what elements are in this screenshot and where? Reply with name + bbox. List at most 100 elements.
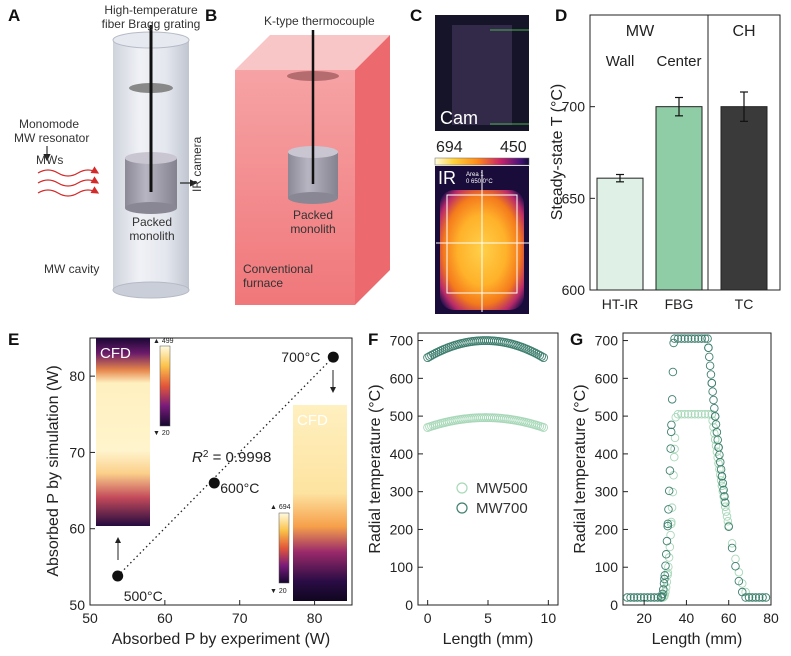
x-tick-label-e: 80	[307, 610, 323, 626]
data-point-e	[208, 477, 220, 489]
data-point-g-mw700	[673, 334, 683, 343]
chart-e: CFD ▲ 499 ▼ 20 CFD ▲ 694 ▼ 20 500°C 600°C 700°C R…	[45, 337, 353, 648]
data-point-g-mw500	[664, 553, 674, 562]
data-point-g-mw700	[700, 334, 710, 343]
y-tick-label-f: 500	[390, 408, 414, 424]
data-point-g-mw700	[677, 334, 686, 343]
data-point-g-mw700	[670, 334, 679, 343]
cfd-label-left: CFD	[100, 345, 131, 362]
data-point-e	[112, 570, 124, 582]
data-point-g-mw500	[718, 487, 728, 496]
data-point-g-mw700	[721, 498, 730, 508]
cavity-bottom	[112, 281, 190, 299]
y-tick-label-f: 400	[390, 446, 414, 462]
data-point-label-e: 500°C	[124, 588, 163, 604]
data-point-g-mw700	[658, 589, 667, 599]
panel-label-e: E	[8, 330, 20, 349]
x-tick-label-d: TC	[735, 296, 754, 312]
data-point-g-mw700	[708, 387, 717, 396]
x-tick-label-f: 5	[484, 610, 492, 626]
panel-label-a: A	[8, 6, 21, 25]
y-axis-label-g: Radial temperature (°C)	[572, 384, 589, 553]
data-point-g-mw700	[663, 519, 673, 529]
data-point-g-mw700	[731, 561, 740, 571]
y-axis-label-d: Steady-state T (°C)	[549, 84, 566, 221]
data-point-g-mw700	[663, 521, 672, 531]
data-point-g-mw700	[706, 370, 716, 379]
data-point-g-mw700	[704, 343, 713, 353]
data-point-g-mw700	[710, 403, 719, 413]
cam-monolith	[452, 25, 512, 125]
x-tick-label-f: 10	[541, 610, 557, 626]
x-tick-label-d: FBG	[665, 296, 694, 312]
monolith-bottom-a	[125, 202, 177, 214]
panel-b-illustration	[235, 30, 390, 305]
panel-c-images	[434, 15, 530, 314]
bar-top-label-wall: Wall	[606, 53, 635, 70]
data-point-g-mw500	[683, 409, 693, 419]
panel-a-illustration	[37, 25, 198, 299]
data-point-e	[327, 351, 339, 363]
data-point-g-mw500	[721, 507, 731, 516]
packed-monolith-label-a: Packed monolith	[129, 215, 175, 243]
y-tick-label-f: 100	[390, 559, 414, 575]
group-label-ch: CH	[732, 23, 755, 40]
data-point-g-mw700	[727, 543, 737, 553]
y-tick-label-e: 70	[69, 444, 85, 460]
data-point-g-mw700	[718, 478, 728, 488]
data-point-g-mw700	[717, 472, 727, 481]
x-tick-label-g: 20	[636, 610, 652, 626]
data-point-g-mw700	[667, 395, 677, 404]
data-point-mw700	[539, 353, 548, 363]
data-point-g-mw700	[758, 593, 767, 602]
resonator-label: Monomode MW resonator	[14, 117, 90, 145]
ir-colorbar	[434, 157, 530, 166]
cfd-colorbar-left	[159, 345, 171, 427]
data-point-mw700	[434, 346, 444, 356]
r2-annotation: R2 = 0.9998	[192, 449, 271, 467]
data-point-g-mw500	[721, 502, 730, 511]
data-point-g-mw700	[646, 593, 656, 602]
data-point-g-mw700	[687, 334, 696, 343]
bar-ht-ir	[596, 177, 644, 291]
chart-g: 20 40 60 80 0 100 200 300 400 500 600 700 Length (mm…	[572, 332, 779, 648]
x-tick-label-e: 60	[157, 610, 173, 626]
cfd-scale-max-left: ▲ 499	[153, 338, 174, 345]
cfd-colorbar-right	[278, 512, 290, 584]
data-point-g-mw700	[741, 593, 750, 602]
mw-wave-3	[37, 186, 100, 197]
y-tick-label-g: 700	[595, 333, 619, 349]
panel-label-g: G	[570, 330, 584, 349]
data-point-g-mw700	[666, 427, 676, 437]
legend-marker-mw500	[456, 482, 468, 494]
data-point-g-mw700	[669, 338, 678, 348]
data-point-g-mw700	[680, 334, 689, 343]
bar-tc	[720, 106, 768, 291]
legend-label-mw700: MW700	[476, 500, 528, 517]
y-tick-label-f: 200	[390, 521, 414, 537]
cfd-scale-max-right: ▲ 694	[270, 504, 291, 511]
data-point-g-mw700	[754, 593, 764, 602]
data-point-mw700	[537, 351, 547, 361]
data-point-g-mw500	[713, 453, 722, 462]
group-label-mw: MW	[626, 23, 655, 40]
furnace-label: Conventional furnace	[243, 262, 314, 290]
data-point-g-mw500	[711, 441, 721, 450]
monolith-bottom-b	[288, 192, 338, 204]
bar-fbg	[655, 106, 703, 291]
y-tick-label-d: 600	[562, 282, 586, 298]
y-tick-label-g: 500	[595, 408, 619, 424]
data-point-g-mw700	[660, 574, 669, 584]
data-point-g-mw500	[670, 444, 679, 454]
data-point-g-mw500	[722, 512, 732, 521]
cfd-image-left	[96, 338, 150, 526]
data-point-g-mw700	[734, 576, 744, 586]
data-point-g-mw500	[712, 447, 722, 456]
data-point-mw700	[436, 345, 446, 355]
panel-label-f: F	[368, 330, 379, 349]
data-point-mw500	[539, 422, 548, 432]
ir-scale-min: 450	[500, 139, 527, 156]
furnace-side	[355, 35, 390, 305]
